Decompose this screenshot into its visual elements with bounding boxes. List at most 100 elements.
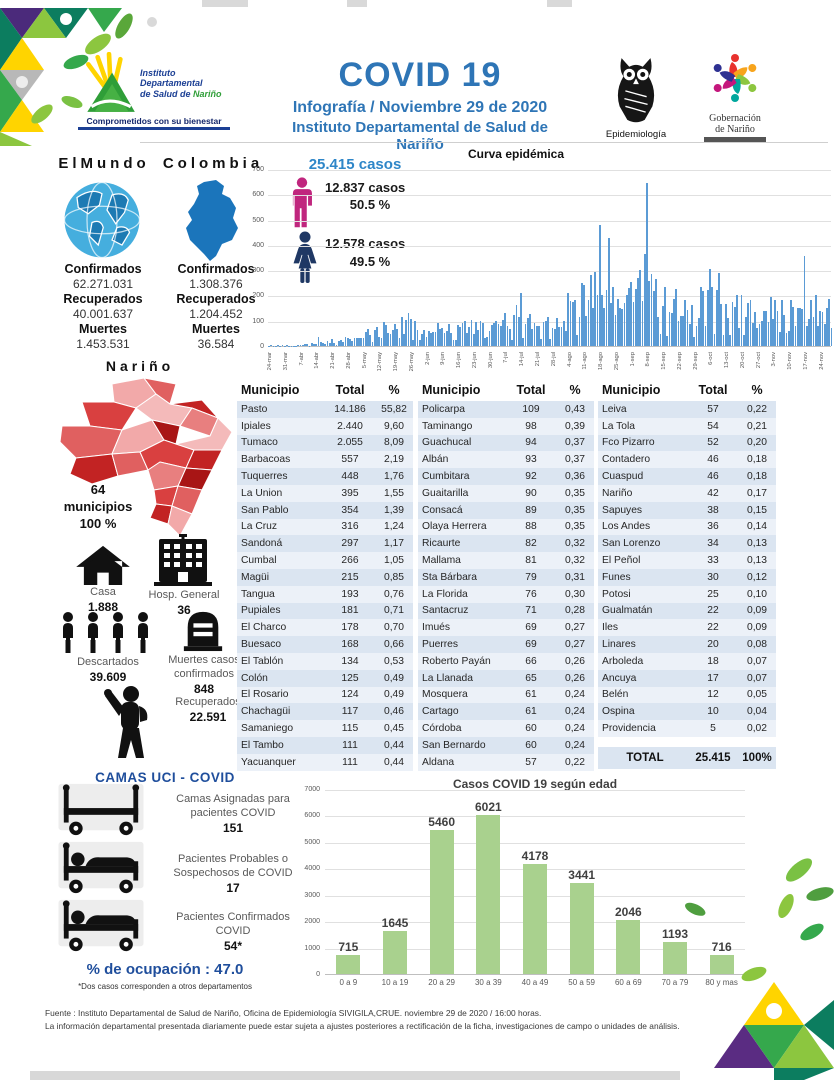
age-bar-value: 3441 — [568, 868, 595, 883]
epi-x-tick: 18-ago — [598, 352, 605, 371]
epi-daily-bar — [616, 298, 619, 346]
camas3-label1: Pacientes Confirmados — [176, 911, 290, 923]
epi-daily-bar — [724, 304, 727, 346]
epi-daily-bar — [630, 282, 632, 346]
top-crop-mark — [547, 0, 572, 7]
municipality-pct: 0,31 — [564, 571, 586, 583]
descartados-label: Descartados — [77, 656, 139, 668]
idsn-logo: Instituto Departamental de Salud de Nari… — [78, 52, 230, 130]
epi-daily-bar — [652, 290, 655, 346]
municipality-name: El Peñol — [602, 555, 641, 567]
footer-disclaimer: La información departamental presentada … — [45, 1021, 680, 1031]
table-row: Ospina 10 0,04 — [598, 703, 776, 721]
epi-daily-bar — [666, 335, 668, 346]
epi-daily-bar — [362, 338, 365, 346]
epi-daily-bar — [499, 326, 502, 346]
epi-daily-bar — [670, 312, 673, 346]
world-stats: Confirmados 62.271.031 Recuperados 40.00… — [40, 262, 166, 352]
municipality-total: 76 — [525, 588, 537, 600]
municipality-total: 109 — [522, 403, 540, 415]
epi-daily-bar — [776, 310, 779, 346]
epi-x-tick: 11-ago — [582, 352, 589, 370]
municipality-total: 38 — [707, 504, 719, 516]
epi-daily-bar — [412, 339, 414, 346]
municipality-pct: 0,35 — [564, 487, 586, 499]
municipality-name: Aldana — [422, 756, 455, 768]
epi-daily-bar — [751, 322, 754, 346]
epi-daily-bar — [619, 307, 621, 346]
municipality-pct: 0,04 — [746, 706, 768, 718]
epi-daily-bar — [416, 330, 419, 346]
municipality-total: 115 — [341, 723, 359, 735]
epi-daily-bar — [506, 325, 509, 346]
epi-daily-bar — [814, 295, 817, 346]
municipality-total: 69 — [525, 622, 537, 634]
municipality-total: 94 — [525, 437, 537, 449]
epi-daily-bar — [407, 313, 410, 346]
municipality-pct: 0,26 — [564, 655, 586, 667]
epi-x-tick: 15-sep — [661, 352, 668, 370]
epi-daily-bar — [722, 334, 725, 346]
epi-y-tick: 200 — [252, 292, 264, 300]
epi-daily-bar — [504, 313, 506, 346]
camas1-label1: Camas Asignadas para — [176, 793, 290, 805]
table-header-row: Municipio Total% — [418, 378, 594, 401]
epi-daily-bar — [785, 332, 788, 346]
gridline — [268, 296, 831, 298]
epi-y-tick: 300 — [252, 267, 264, 275]
epi-daily-bar — [358, 338, 360, 346]
age-x-tick: 60 a 69 — [614, 978, 642, 987]
municipality-total: 354 — [341, 504, 359, 516]
epi-daily-bar — [715, 290, 718, 346]
epi-daily-bar — [637, 278, 639, 346]
epi-daily-bar — [409, 319, 412, 346]
epi-x-tick: 27-oct — [755, 352, 762, 369]
table-row: San Pablo 354 1,39 — [237, 501, 413, 519]
epi-daily-bar — [562, 321, 565, 346]
people-group-icon — [63, 612, 148, 653]
epi-daily-bar — [765, 311, 767, 346]
municipality-total: 10 — [707, 706, 719, 718]
male-pct: 50.5 % — [349, 197, 391, 212]
descartados-stat: Descartados 39.609 — [48, 656, 168, 684]
municipality-total: 2.055 — [337, 437, 363, 449]
table-row: Albán 93 0,37 — [418, 451, 594, 469]
table-row: Tangua 193 0,76 — [237, 585, 413, 603]
municipality-pct: 100% — [742, 751, 772, 764]
epi-x-tick: 28-jul — [550, 352, 557, 367]
municipality-total: 88 — [525, 521, 537, 533]
ocupacion-footnote: *Dos casos corresponden a otros departam… — [78, 982, 252, 991]
epi-daily-bar — [749, 300, 752, 346]
age-bar — [569, 883, 594, 974]
table-row: Ancuya 17 0,07 — [598, 669, 776, 687]
municipality-total: 111 — [342, 739, 358, 751]
epi-daily-bar — [621, 308, 623, 346]
age-chart-title: Casos COVID 19 según edad — [452, 777, 618, 791]
epi-daily-bar — [486, 336, 488, 346]
epi-x-axis-labels: 24-mar 31-mar 7-abr 14-abr 21-abr 28-abr 5-may… — [267, 350, 834, 378]
municipality-total: 90 — [525, 487, 537, 499]
municipality-pct: 0,32 — [564, 538, 586, 550]
idsn-line1: Instituto — [140, 68, 176, 78]
municipality-pct: 0,66 — [383, 639, 405, 651]
table-row: Potosi 25 0,10 — [598, 585, 776, 603]
epi-daily-bar — [515, 304, 518, 346]
gobernacion-star-icon — [713, 54, 757, 102]
epi-daily-bar — [729, 334, 731, 346]
epi-daily-bar — [364, 331, 367, 346]
table-row: Iles 22 0,09 — [598, 619, 776, 637]
municipality-total: 124 — [341, 689, 359, 701]
municipality-pct: 0,21 — [746, 420, 768, 432]
epi-daily-bar — [812, 316, 815, 346]
municipality-total: 60 — [525, 739, 537, 751]
municipality-total: 557 — [341, 454, 359, 466]
municipality-total: 36 — [707, 521, 719, 533]
epi-daily-bar — [342, 342, 344, 346]
epi-daily-bar — [414, 320, 416, 346]
epi-daily-bar — [394, 323, 396, 346]
municipality-name: Olaya Herrera — [422, 521, 487, 533]
camas3-value: 54* — [223, 938, 243, 953]
age-y-tick: 7000 — [304, 786, 320, 793]
epi-bars — [268, 170, 833, 346]
top-crop-mark — [202, 0, 248, 7]
